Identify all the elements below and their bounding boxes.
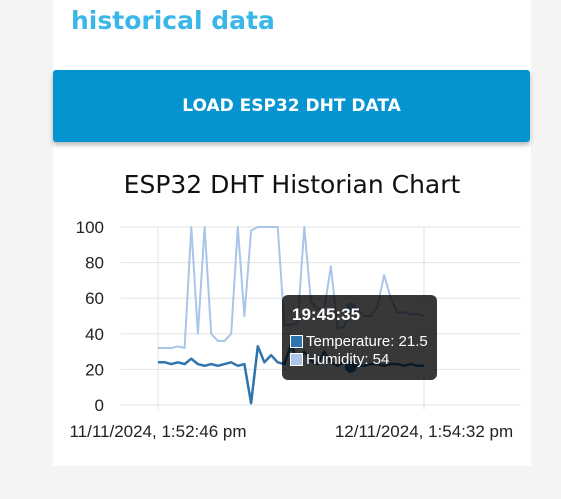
- y-tick-label: 80: [85, 254, 104, 273]
- y-tick-label: 100: [76, 218, 104, 237]
- y-tick-label: 20: [85, 360, 104, 379]
- y-tick-label: 60: [85, 289, 104, 308]
- load-data-button[interactable]: LOAD ESP32 DHT DATA: [53, 70, 530, 142]
- x-tick-label: 11/11/2024, 1:52:46 pm: [69, 422, 246, 441]
- y-tick-label: 0: [95, 396, 104, 415]
- temperature-swatch: [290, 335, 303, 348]
- y-tick-label: 40: [85, 325, 104, 344]
- tooltip-time: 19:45:35: [292, 305, 361, 324]
- chart-title: ESP32 DHT Historian Chart: [123, 170, 461, 199]
- humidity-swatch: [290, 353, 303, 366]
- x-tick-label: 12/11/2024, 1:54:32 pm: [335, 422, 513, 441]
- tooltip-temperature-text: Temperature: 21.5: [306, 333, 428, 350]
- tooltip-humidity-text: Humidity: 54: [306, 351, 390, 368]
- tooltip-row-humidity: Humidity: 54: [290, 351, 389, 368]
- section-title: historical data: [71, 6, 275, 35]
- historian-chart[interactable]: 0 20 40 60 80 100 11/11/2024, 1:52:46 pm 12/11/…: [0, 210, 561, 450]
- tooltip-row-temperature: Temperature: 21.5: [290, 333, 428, 350]
- chart-tooltip: 19:45:35 Temperature: 21.5 Humidity: 54: [282, 295, 437, 380]
